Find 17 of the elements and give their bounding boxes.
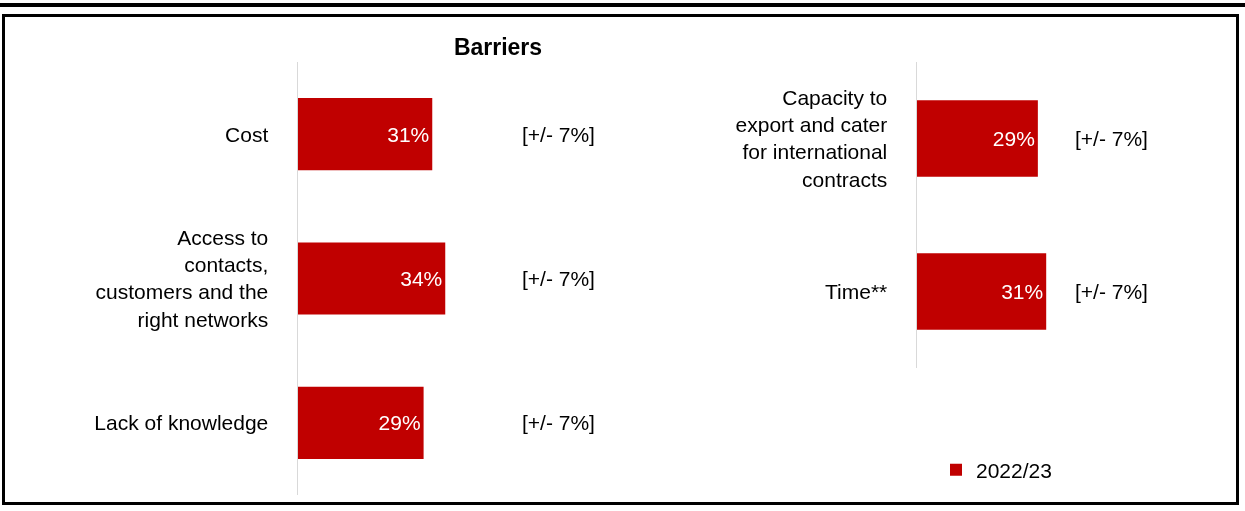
text: [+/- 7%]	[522, 411, 595, 434]
data-label: 31%	[1001, 280, 1044, 303]
text: [+/- 7%]	[522, 267, 595, 290]
y-tick-label: Capacity to export and cater for international contracts	[735, 85, 888, 191]
data-label: 34%	[400, 267, 443, 290]
y-tick-label: Cost	[225, 122, 269, 146]
legend-label: 2022/23	[976, 458, 1052, 482]
text: Barriers	[453, 34, 543, 61]
data-label: 31%	[387, 122, 430, 146]
y-tick-label: Access to contacts, customers and the right networks	[95, 225, 269, 331]
y-tick-label: Lack of knowledge	[94, 411, 269, 435]
text: [+/- 7%]	[1075, 280, 1148, 303]
data-label: 29%	[378, 411, 421, 435]
text: [+/- 7%]	[1075, 127, 1148, 150]
data-label: 29%	[992, 127, 1035, 150]
text: [+/- 7%]	[522, 123, 595, 146]
y-tick-label: Time**	[825, 279, 888, 303]
